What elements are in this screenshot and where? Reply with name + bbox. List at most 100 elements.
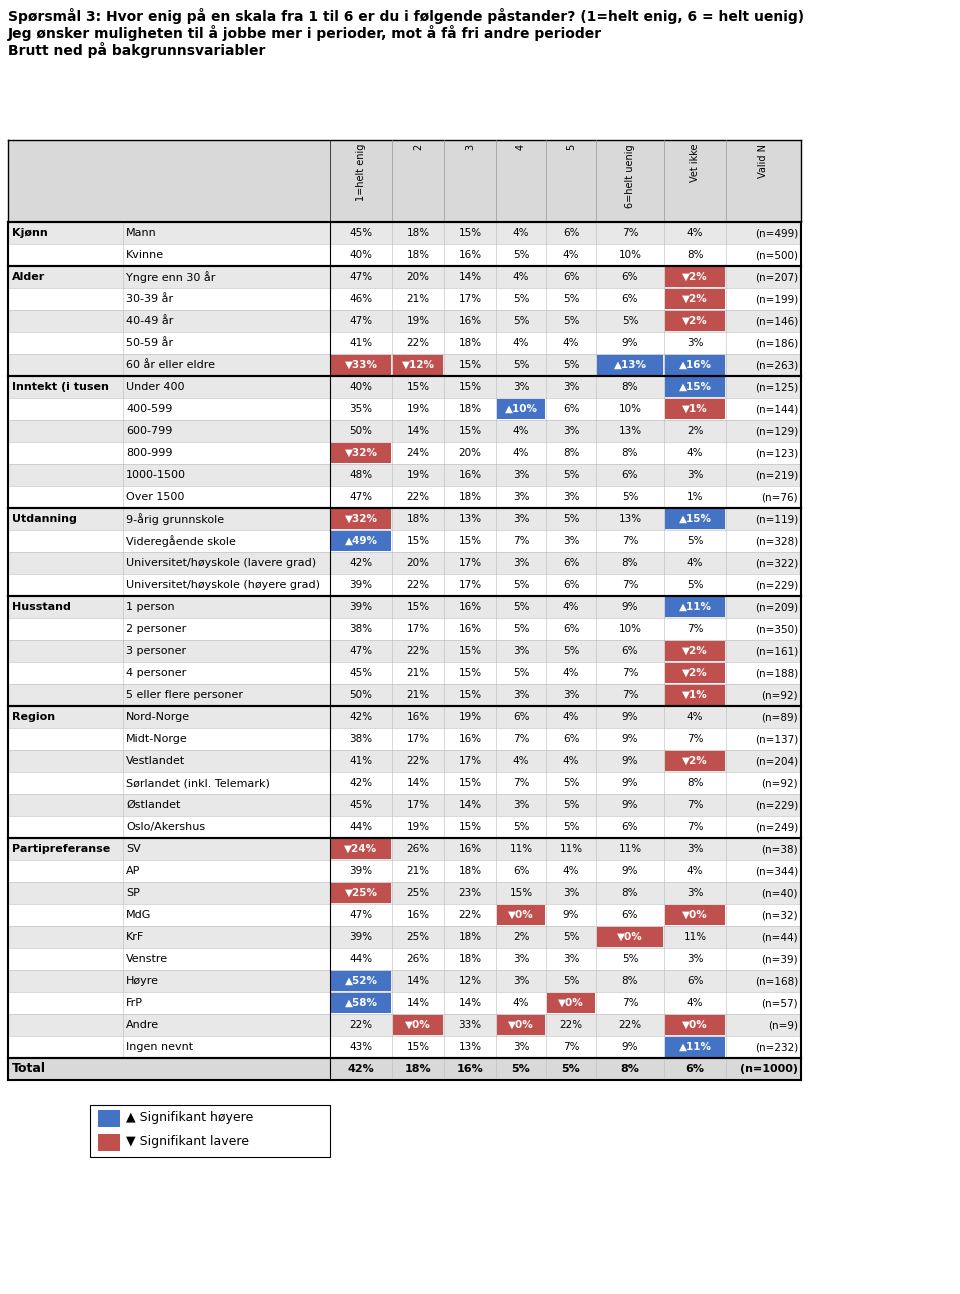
Text: 6%: 6% [686,976,704,986]
Text: 4: 4 [516,144,526,150]
Text: 5%: 5% [563,316,579,326]
Text: 18%: 18% [459,338,482,348]
Text: 3%: 3% [563,954,579,964]
Text: 22%: 22% [406,580,429,590]
Text: 7%: 7% [686,624,704,634]
Text: 5%: 5% [563,976,579,986]
Text: 4%: 4% [563,602,579,612]
Text: 4%: 4% [513,272,529,282]
Text: Universitet/høyskole (lavere grad): Universitet/høyskole (lavere grad) [126,558,316,568]
Text: 7%: 7% [622,228,638,238]
Text: 15%: 15% [406,1042,429,1052]
Text: 50-59 år: 50-59 år [126,338,173,348]
Text: 26%: 26% [406,844,429,854]
Text: Universitet/høyskole (høyere grad): Universitet/høyskole (høyere grad) [126,580,320,590]
Text: 7%: 7% [622,998,638,1008]
Text: Over 1500: Over 1500 [126,492,184,502]
Text: 9%: 9% [622,602,638,612]
Text: 6%: 6% [563,624,579,634]
Text: (n=129): (n=129) [755,426,798,436]
Text: ▲10%: ▲10% [505,404,538,414]
Text: (n=1000): (n=1000) [740,1064,798,1074]
Text: 17%: 17% [459,294,482,304]
Text: 9%: 9% [622,778,638,788]
Text: 7%: 7% [686,800,704,810]
Text: 16%: 16% [459,734,482,744]
Text: SP: SP [126,888,140,898]
Text: 3%: 3% [563,426,579,436]
Text: 8%: 8% [622,976,638,986]
Bar [331,443,391,463]
Text: 16%: 16% [459,602,482,612]
Bar [597,927,663,947]
Text: (n=199): (n=199) [755,294,798,304]
Text: 8%: 8% [622,448,638,458]
Bar [665,509,725,529]
Text: 7%: 7% [513,536,529,546]
Text: 9%: 9% [622,756,638,766]
Text: 39%: 39% [349,602,372,612]
Bar [98,1110,120,1127]
Text: 16%: 16% [406,712,429,722]
Text: 6%: 6% [622,272,638,282]
Bar [665,399,725,419]
Text: 5%: 5% [513,602,529,612]
Text: 10%: 10% [618,250,641,260]
Text: 5%: 5% [512,1064,530,1074]
Text: 4%: 4% [563,338,579,348]
Bar [331,970,391,991]
Text: (n=328): (n=328) [755,536,798,546]
Text: 7%: 7% [622,580,638,590]
Bar [8,140,801,223]
Text: 11%: 11% [510,844,533,854]
Text: 3%: 3% [513,514,529,524]
Text: 22%: 22% [349,1020,372,1030]
Text: 4%: 4% [563,668,579,678]
Text: 4 personer: 4 personer [126,668,186,678]
Bar [393,355,443,375]
Text: 6%: 6% [563,558,579,568]
Text: 25%: 25% [406,932,429,942]
Text: 15%: 15% [459,778,482,788]
Text: 25%: 25% [406,888,429,898]
Text: 3%: 3% [513,558,529,568]
Bar [497,1014,545,1035]
Text: 4%: 4% [513,426,529,436]
Text: 15%: 15% [459,228,482,238]
Text: 3%: 3% [686,954,704,964]
Text: 13%: 13% [618,426,641,436]
Text: 4%: 4% [686,228,704,238]
Text: 47%: 47% [349,316,372,326]
Text: 5%: 5% [513,668,529,678]
Text: 21%: 21% [406,668,429,678]
Text: 3%: 3% [563,536,579,546]
Text: Kvinne: Kvinne [126,250,164,260]
Bar [497,905,545,925]
Bar [331,355,391,375]
Text: (n=500): (n=500) [755,250,798,260]
Text: Vestlandet: Vestlandet [126,756,185,766]
Text: Under 400: Under 400 [126,382,184,392]
Text: Total: Total [12,1062,46,1075]
Text: 42%: 42% [349,778,372,788]
Text: 7%: 7% [622,690,638,700]
Text: ▼2%: ▼2% [683,668,708,678]
Text: 14%: 14% [406,998,429,1008]
Text: ▼32%: ▼32% [345,514,377,524]
Text: 9%: 9% [622,1042,638,1052]
Bar [547,992,595,1013]
Bar [8,509,801,531]
Text: ▲13%: ▲13% [613,360,646,370]
Text: 7%: 7% [686,822,704,832]
Text: 6%: 6% [622,646,638,656]
Text: 15%: 15% [459,536,482,546]
Text: 13%: 13% [459,514,482,524]
Text: 12%: 12% [459,976,482,986]
Text: (n=207): (n=207) [755,272,798,282]
Text: 4%: 4% [563,866,579,876]
Text: 2%: 2% [686,426,704,436]
Text: 41%: 41% [349,338,372,348]
Bar [665,289,725,309]
Text: 47%: 47% [349,646,372,656]
Text: 22%: 22% [406,492,429,502]
